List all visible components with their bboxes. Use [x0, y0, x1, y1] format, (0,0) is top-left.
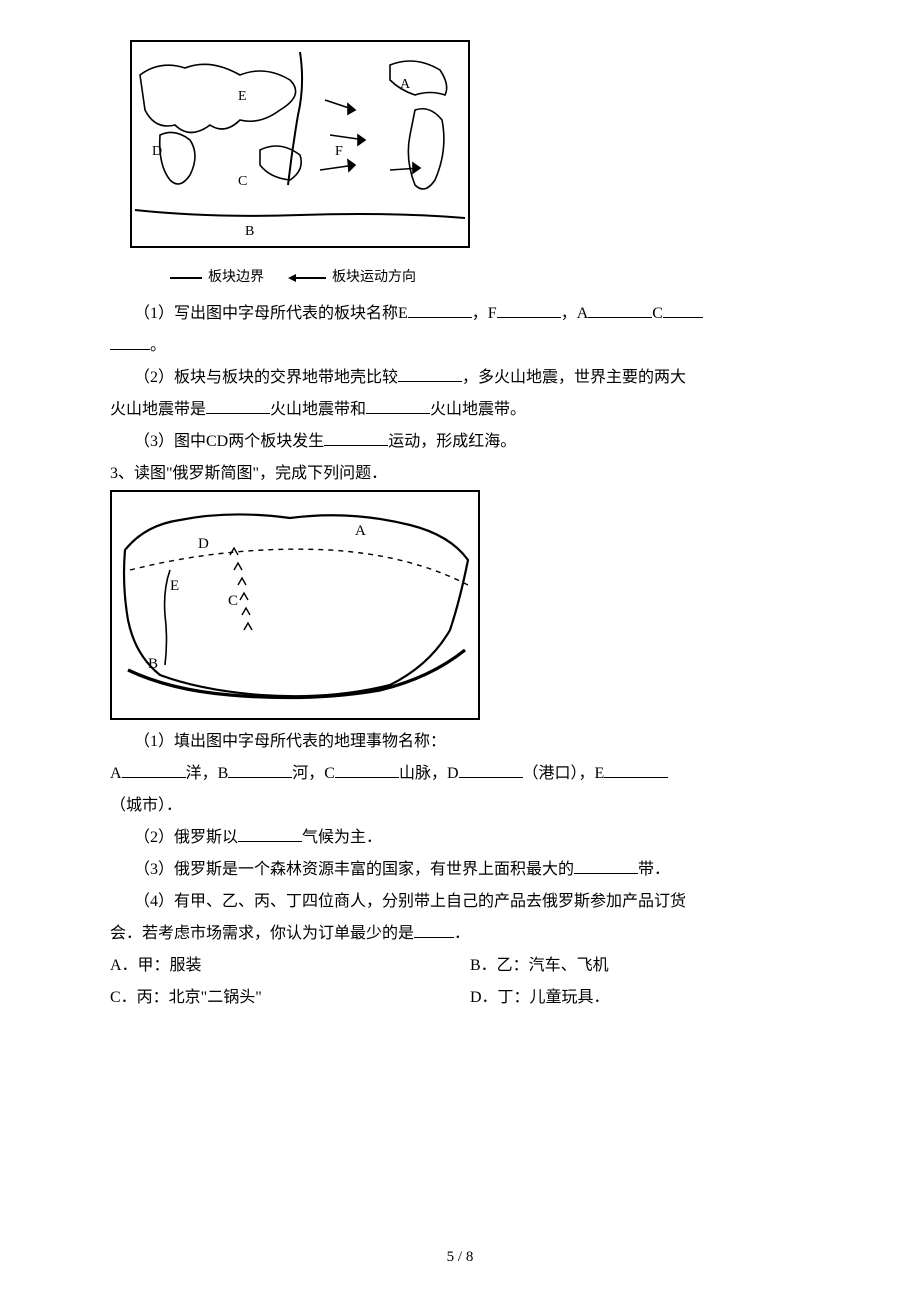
q5-b-word: 河，C — [292, 765, 335, 782]
q1-pre: （1）写出图中字母所代表的板块名称E — [134, 305, 408, 322]
q2-l2-mid: 火山地震带和 — [270, 401, 366, 418]
question-7: （3）俄罗斯是一个森林资源丰富的国家，有世界上面积最大的 带． — [110, 854, 810, 886]
label-D: D — [152, 144, 162, 159]
blank-c-second[interactable] — [110, 333, 150, 350]
legend-motion-arrow — [294, 277, 326, 279]
ru-label-C: C — [228, 593, 238, 609]
question-5-row: A 洋，B 河，C 山脉，D （港口），E — [110, 758, 810, 790]
question-2-line2: 火山地震带是 火山地震带和 火山地震带。 — [110, 394, 810, 426]
label-F: F — [335, 144, 343, 159]
question-8-choices: A．甲：服装 B．乙：汽车、飞机 C．丙：北京"二锅头" D．丁：儿童玩具． — [110, 950, 810, 1014]
q2-l2-tail: 火山地震带。 — [430, 401, 526, 418]
blank-e[interactable] — [408, 301, 472, 318]
ru-label-B: B — [148, 656, 158, 672]
blank-C[interactable] — [335, 761, 399, 778]
choice-b: B．乙：汽车、飞机 — [470, 950, 810, 982]
figure-plate-map: A B C D E F 板块边界 板块运动方向 — [130, 40, 810, 292]
legend-motion: 板块运动方向 — [294, 264, 416, 292]
q1-after-f: ，A — [561, 305, 589, 322]
choice-a: A．甲：服装 — [110, 950, 450, 982]
russia-map-svg: A B C D E — [110, 490, 480, 720]
figure-russia-map: A B C D E — [110, 490, 810, 720]
legend-boundary-line — [170, 277, 202, 279]
figure1-legend: 板块边界 板块运动方向 — [170, 264, 810, 292]
q1-after-a: C — [652, 305, 663, 322]
q8-l2-pre: 会．若考虑市场需求，你认为订单最少的是 — [110, 925, 414, 942]
q2-l2-pre: 火山地震带是 — [110, 401, 206, 418]
blank-c-first[interactable] — [663, 301, 703, 318]
ru-label-D: D — [198, 536, 209, 552]
q5-d-word: （港口），E — [523, 765, 605, 782]
blank-a[interactable] — [588, 301, 652, 318]
q2-l1-mid: ，多火山地震，世界主要的两大 — [462, 369, 686, 386]
label-E: E — [238, 89, 247, 104]
q6-tail: 气候为主． — [302, 829, 382, 846]
blank-crust[interactable] — [398, 365, 462, 382]
blank-belt2[interactable] — [366, 397, 430, 414]
ru-label-E: E — [170, 578, 179, 594]
blank-D[interactable] — [459, 761, 523, 778]
blank-belt1[interactable] — [206, 397, 270, 414]
question-4-lead: 3、读图"俄罗斯简图"，完成下列问题． — [110, 458, 810, 490]
q3-pre: （3）图中CD两个板块发生 — [134, 433, 324, 450]
question-2-line1: （2）板块与板块的交界地带地壳比较 ，多火山地震，世界主要的两大 — [110, 362, 810, 394]
label-C: C — [238, 174, 247, 189]
ru-label-A: A — [355, 523, 366, 539]
plate-map-svg: A B C D E F — [130, 40, 470, 260]
question-1-line1: （1）写出图中字母所代表的板块名称E ，F ，A C — [110, 298, 810, 330]
q7-pre: （3）俄罗斯是一个森林资源丰富的国家，有世界上面积最大的 — [134, 861, 574, 878]
blank-f[interactable] — [497, 301, 561, 318]
choice-d: D．丁：儿童玩具． — [470, 982, 810, 1014]
blank-motion[interactable] — [324, 429, 388, 446]
legend-boundary: 板块边界 — [170, 264, 264, 292]
q5-a: A — [110, 765, 122, 782]
question-8-line1: （4）有甲、乙、丙、丁四位商人，分别带上自己的产品去俄罗斯参加产品订货 — [110, 886, 810, 918]
q5-a-word: 洋，B — [186, 765, 229, 782]
legend-motion-label: 板块运动方向 — [332, 264, 416, 292]
question-8-line2: 会．若考虑市场需求，你认为订单最少的是 ． — [110, 918, 810, 950]
q7-tail: 带． — [638, 861, 670, 878]
q5-c-word: 山脉，D — [399, 765, 459, 782]
q5-e-word: （城市）． — [110, 797, 182, 814]
q6-pre: （2）俄罗斯以 — [134, 829, 238, 846]
q1-after-e: ，F — [472, 305, 497, 322]
q2-l1-pre: （2）板块与板块的交界地带地壳比较 — [134, 369, 398, 386]
blank-climate[interactable] — [238, 825, 302, 842]
page-number: 5 / 8 — [0, 1242, 920, 1272]
question-1-line2: 。 — [110, 330, 810, 362]
blank-B[interactable] — [228, 761, 292, 778]
q1-period: 。 — [150, 337, 166, 354]
question-5-row2: （城市）． — [110, 790, 810, 822]
blank-E[interactable] — [604, 761, 668, 778]
q3-tail: 运动，形成红海。 — [388, 433, 516, 450]
blank-A[interactable] — [122, 761, 186, 778]
question-6: （2）俄罗斯以 气候为主． — [110, 822, 810, 854]
choice-c: C．丙：北京"二锅头" — [110, 982, 450, 1014]
label-B: B — [245, 224, 254, 239]
blank-least[interactable] — [414, 921, 454, 938]
label-A: A — [400, 77, 411, 92]
legend-boundary-label: 板块边界 — [208, 264, 264, 292]
question-3: （3）图中CD两个板块发生 运动，形成红海。 — [110, 426, 810, 458]
blank-forest[interactable] — [574, 857, 638, 874]
q8-l2-tail: ． — [454, 925, 470, 942]
question-5-lead: （1）填出图中字母所代表的地理事物名称： — [110, 726, 810, 758]
